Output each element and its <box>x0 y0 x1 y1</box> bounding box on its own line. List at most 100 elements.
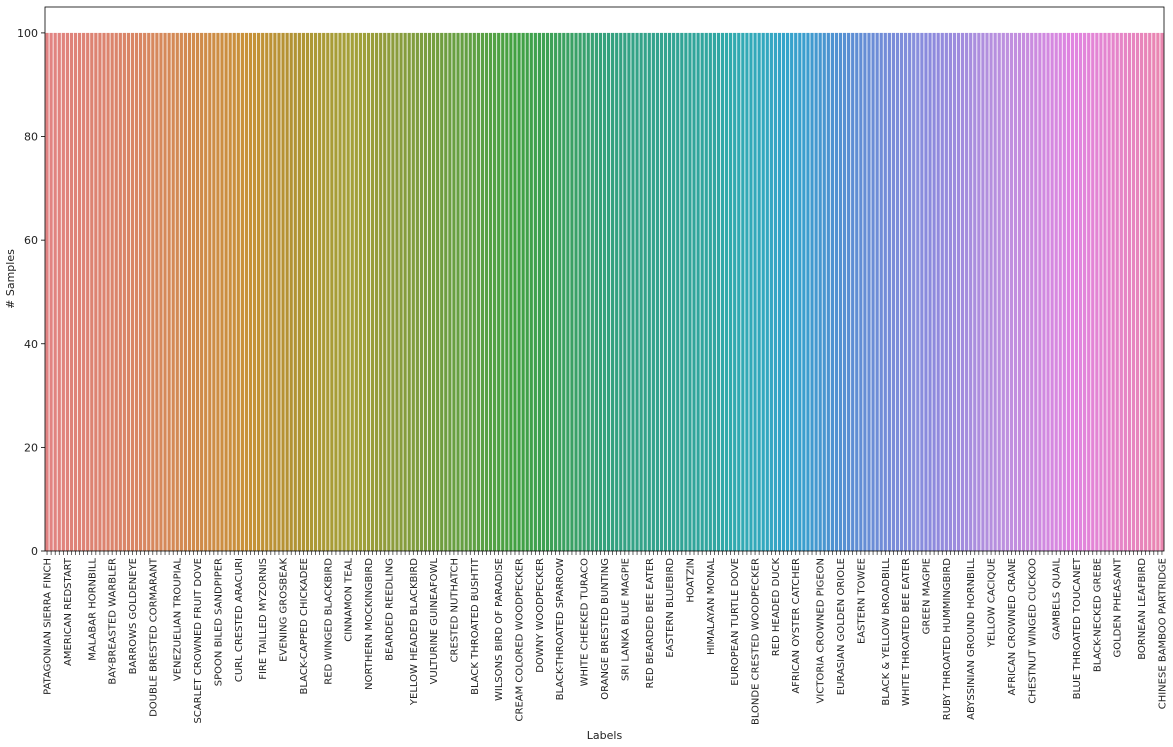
x-tick-label: EASTERN BLUEBIRD <box>665 558 676 658</box>
bar <box>252 32 257 551</box>
x-tick-label: ORANGE BRESTED BUNTING <box>600 558 611 700</box>
bar <box>867 32 871 551</box>
x-tick-label: MALABAR HORNBILL <box>87 558 98 661</box>
bar <box>944 32 948 551</box>
bar <box>570 32 574 551</box>
bar <box>765 32 769 551</box>
bar <box>899 32 904 551</box>
x-tick-label: HOATZIN <box>685 558 696 603</box>
bar <box>1070 32 1075 551</box>
bar <box>863 32 867 551</box>
bar <box>887 32 891 551</box>
y-axis-label: # Samples <box>4 249 17 309</box>
bar <box>256 32 261 551</box>
bar <box>598 32 603 551</box>
x-axis: PATAGONIAN SIERRA FINCH AMERICAN REDSTART… <box>43 551 1168 725</box>
bar <box>1050 32 1054 551</box>
bar <box>61 32 65 551</box>
y-axis: 0 20 40 60 80 100 <box>17 27 45 558</box>
bar <box>163 32 167 551</box>
x-tick-label: BEARDED REEDLING <box>384 558 395 661</box>
bar <box>932 32 936 551</box>
bar <box>1144 32 1148 551</box>
bar <box>1099 32 1103 551</box>
bar <box>623 32 627 551</box>
bar <box>53 32 57 551</box>
bar <box>777 32 782 551</box>
bar <box>1115 32 1119 551</box>
bar <box>814 32 818 551</box>
bar <box>277 32 281 551</box>
bar <box>790 32 794 551</box>
bar <box>533 32 537 551</box>
bar <box>822 32 826 551</box>
bar <box>594 32 598 551</box>
x-tick-label: NORTHERN MOCKINGBIRD <box>364 558 375 690</box>
bar <box>851 32 855 551</box>
x-tick-label: GAMBELS QUAIL <box>1052 558 1063 640</box>
bar <box>1127 32 1132 551</box>
bar <box>883 32 887 551</box>
bar <box>1062 32 1066 551</box>
bar <box>77 32 82 551</box>
bar <box>879 32 883 551</box>
bar <box>90 32 94 551</box>
bar <box>305 32 310 551</box>
x-tick-label: CREAM COLORED WOODPECKER <box>515 558 526 722</box>
bar <box>301 32 306 551</box>
bar <box>545 32 550 551</box>
x-tick-label: YELLOW CACIQUE <box>987 558 998 648</box>
bar <box>65 32 70 551</box>
x-tick-label: GREEN MAGPIE <box>921 558 932 634</box>
bar <box>981 32 985 551</box>
bar <box>102 32 106 551</box>
x-tick-label: BARROWS GOLDENEYE <box>128 558 139 674</box>
bar <box>505 32 509 551</box>
bar <box>602 32 607 551</box>
bar <box>488 32 493 551</box>
bar <box>423 32 428 551</box>
bar <box>663 32 668 551</box>
bar <box>1131 32 1136 551</box>
y-tick-label: 60 <box>24 234 38 247</box>
bar <box>1152 32 1156 551</box>
bar <box>802 32 806 551</box>
x-tick-label: SPOON BILED SANDPIPER <box>213 558 224 686</box>
x-tick-label: DOWNY WOODPECKER <box>535 558 546 673</box>
bar <box>387 32 391 551</box>
y-tick-label: 100 <box>17 27 38 40</box>
bar <box>236 32 240 551</box>
bar <box>997 32 1001 551</box>
bar <box>684 32 688 551</box>
bar <box>1078 32 1083 551</box>
bar <box>436 32 440 551</box>
bar <box>566 32 570 551</box>
bar <box>859 32 863 551</box>
bar <box>334 32 338 551</box>
bar <box>395 32 399 551</box>
bar <box>269 32 273 551</box>
bar <box>924 32 928 551</box>
bar <box>554 32 558 551</box>
bar <box>940 32 944 551</box>
y-tick-label: 80 <box>24 131 38 144</box>
bar <box>969 32 973 551</box>
bar <box>200 32 204 551</box>
bar <box>1119 32 1123 551</box>
bar <box>358 32 362 551</box>
bar <box>733 32 737 551</box>
bar <box>960 32 965 551</box>
x-tick-label: RED WINGED BLACKBIRD <box>323 558 334 685</box>
bar <box>643 32 647 551</box>
bar <box>688 32 692 551</box>
x-tick-label: VENEZUELIAN TROUPIAL <box>173 558 184 682</box>
x-tick-label: CRESTED NUTHATCH <box>449 558 460 662</box>
bar <box>541 32 546 551</box>
x-tick-label: BLACK-NECKED GREBE <box>1092 558 1103 672</box>
bar <box>220 32 224 551</box>
x-tick-label: PATAGONIAN SIERRA FINCH <box>43 558 54 695</box>
bar <box>1046 32 1050 551</box>
x-tick-label: SRI LANKA BLUE MAGPIE <box>620 558 631 681</box>
bar <box>375 32 379 551</box>
bar <box>452 32 456 551</box>
